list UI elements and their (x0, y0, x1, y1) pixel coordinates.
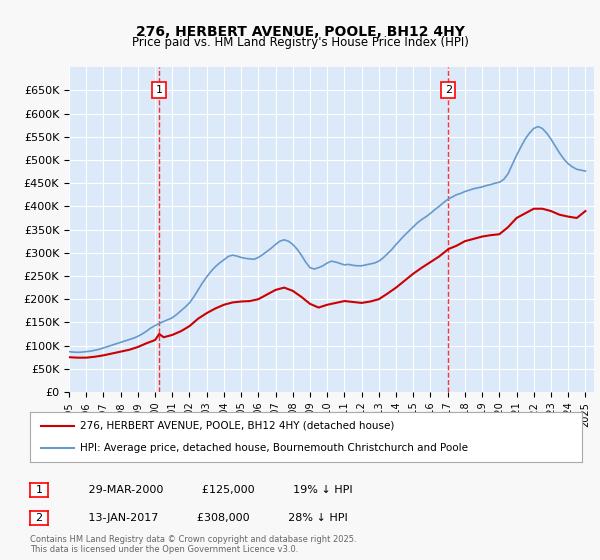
Text: 2: 2 (445, 85, 452, 95)
Text: 2: 2 (35, 513, 43, 522)
Text: Price paid vs. HM Land Registry's House Price Index (HPI): Price paid vs. HM Land Registry's House … (131, 36, 469, 49)
Text: 29-MAR-2000           £125,000           19% ↓ HPI: 29-MAR-2000 £125,000 19% ↓ HPI (78, 485, 353, 495)
Text: 13-JAN-2017           £308,000           28% ↓ HPI: 13-JAN-2017 £308,000 28% ↓ HPI (78, 513, 348, 523)
Text: 276, HERBERT AVENUE, POOLE, BH12 4HY: 276, HERBERT AVENUE, POOLE, BH12 4HY (136, 25, 464, 39)
Text: Contains HM Land Registry data © Crown copyright and database right 2025.
This d: Contains HM Land Registry data © Crown c… (30, 535, 356, 554)
Text: HPI: Average price, detached house, Bournemouth Christchurch and Poole: HPI: Average price, detached house, Bour… (80, 443, 467, 453)
Text: 276, HERBERT AVENUE, POOLE, BH12 4HY (detached house): 276, HERBERT AVENUE, POOLE, BH12 4HY (de… (80, 421, 394, 431)
Text: 1: 1 (155, 85, 163, 95)
Text: 1: 1 (35, 485, 43, 494)
